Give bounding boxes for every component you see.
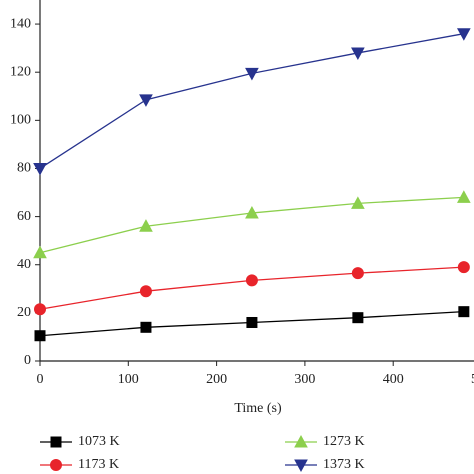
x-axis-label: Time (s) [234,401,282,416]
marker [456,190,471,203]
marker [294,434,308,448]
marker [351,267,364,280]
legend-label: 1373 K [323,457,365,472]
legend-label: 1073 K [78,434,120,449]
x-tick-label: 0 [37,372,44,387]
marker [245,205,259,219]
marker [351,196,365,209]
y-tick-label: 20 [17,305,31,320]
marker [34,330,46,342]
x-tick-label: 400 [383,372,404,387]
y-tick-label: 60 [17,209,31,224]
y-tick-label: 40 [17,257,31,272]
x-tick-label: 500 [471,372,474,387]
marker [458,306,470,318]
marker [139,219,153,232]
marker [139,285,152,298]
marker [50,436,62,448]
y-tick-label: 0 [24,353,31,368]
marker [139,94,153,107]
marker [294,459,308,473]
y-tick-label: 140 [10,16,31,31]
series-line [39,33,464,170]
series-line [39,196,464,254]
marker [33,162,47,176]
marker [246,316,258,328]
marker [352,312,364,324]
x-tick-label: 300 [294,372,315,387]
x-tick-label: 100 [118,372,139,387]
marker [245,67,259,81]
marker [33,245,47,259]
marker [50,459,62,471]
y-tick-label: 100 [10,113,31,128]
marker [457,261,470,274]
y-tick-label: 120 [10,64,31,79]
marker [140,321,152,333]
marker [245,274,258,287]
y-tick-label: 80 [17,161,31,176]
marker [456,28,471,41]
legend-label: 1273 K [323,434,365,449]
marker [351,47,365,60]
x-tick-label: 200 [206,372,227,387]
marker [34,303,46,316]
series-line [39,266,464,310]
legend-label: 1173 K [78,457,119,472]
